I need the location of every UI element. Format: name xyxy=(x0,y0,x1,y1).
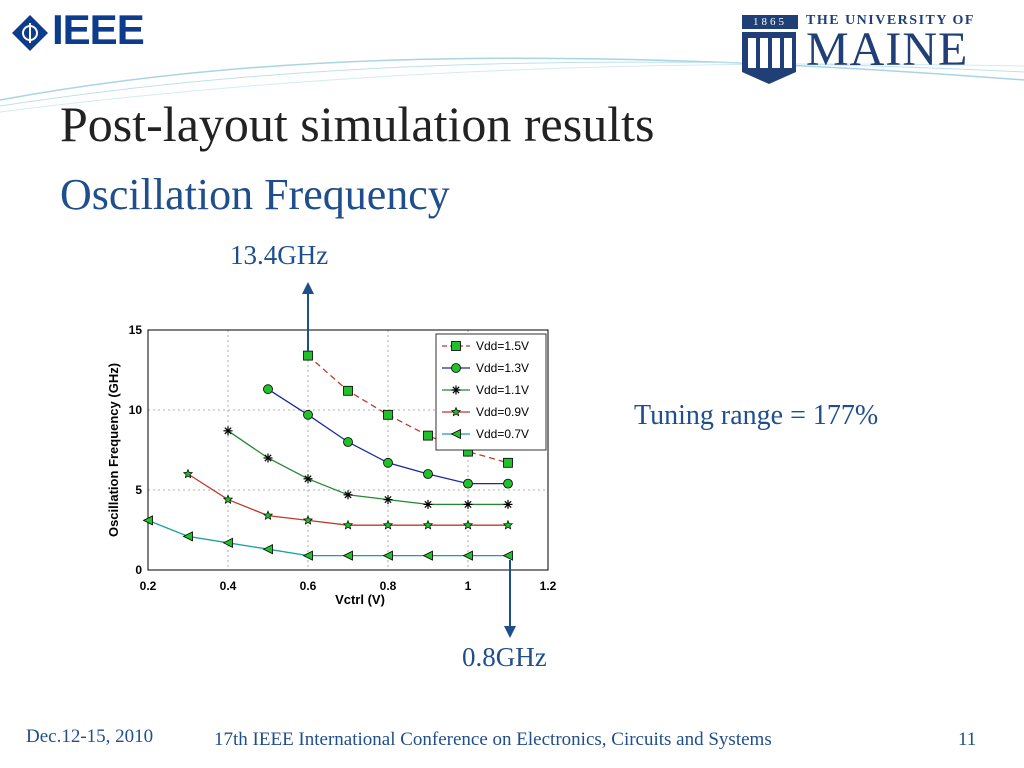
legend-marker xyxy=(450,406,462,417)
data-point xyxy=(502,550,513,561)
data-point xyxy=(263,384,273,395)
data-point xyxy=(382,519,394,530)
data-point xyxy=(222,494,234,504)
legend-entry: Vdd=1.3V xyxy=(476,361,529,375)
data-point xyxy=(423,499,433,509)
data-point xyxy=(382,550,393,561)
y-axis-label: Oscillation Frequency (GHz) xyxy=(106,363,121,537)
footer-date: Dec.12-15, 2010 xyxy=(26,726,154,747)
ieee-logo xyxy=(12,15,48,51)
y-tick-label: 15 xyxy=(129,323,143,337)
data-point xyxy=(182,468,194,479)
series-vdd-0-9v xyxy=(182,468,514,530)
maine-logo xyxy=(742,32,796,84)
data-point xyxy=(422,550,433,561)
annotation-min-frequency: 0.8GHz xyxy=(462,642,547,672)
series-line xyxy=(147,519,508,557)
data-point xyxy=(303,409,313,420)
data-point xyxy=(503,499,513,509)
data-point xyxy=(342,519,354,530)
data-point xyxy=(303,474,313,484)
y-tick-label: 10 xyxy=(129,403,143,417)
series-vdd-1-3v xyxy=(263,384,513,489)
x-tick-label: 0.6 xyxy=(300,579,317,593)
legend-entry: Vdd=1.5V xyxy=(476,339,529,353)
tuning-range-label: Tuning range = 177% xyxy=(634,400,879,431)
data-point xyxy=(423,430,433,441)
data-point xyxy=(503,478,513,489)
data-point xyxy=(462,519,474,530)
data-point xyxy=(182,531,193,542)
data-point xyxy=(383,409,393,420)
maine-year-badge: 1865 xyxy=(742,15,798,29)
ieee-logo-text: IEEE xyxy=(52,6,145,53)
series-vdd-1-1v xyxy=(223,426,513,509)
annotation-arrow-bottom xyxy=(504,560,516,638)
data-point xyxy=(423,469,433,479)
x-axis-label: Vctrl (V) xyxy=(335,592,385,607)
data-point xyxy=(302,514,314,525)
y-tick-label: 0 xyxy=(135,563,142,577)
data-point xyxy=(462,550,473,561)
series-line xyxy=(307,355,509,464)
x-tick-label: 0.8 xyxy=(380,579,397,593)
maine-name: MAINE xyxy=(806,23,969,76)
maine-university-line: THE UNIVERSITY OF xyxy=(806,13,975,28)
x-tick-label: 1 xyxy=(465,579,472,593)
data-point xyxy=(223,426,233,436)
data-point xyxy=(502,519,514,530)
x-tick-label: 0.4 xyxy=(220,579,237,593)
legend-marker xyxy=(451,385,461,395)
x-tick-label: 1.2 xyxy=(540,579,557,593)
x-tick-label: 0.2 xyxy=(140,579,157,593)
slide-title: Post-layout simulation results xyxy=(60,96,655,152)
legend-marker xyxy=(451,341,461,351)
data-point xyxy=(342,550,353,561)
plot-frame xyxy=(147,329,549,571)
footer-conference: 17th IEEE International Conference on El… xyxy=(214,729,772,750)
data-point xyxy=(263,453,273,463)
data-point xyxy=(422,519,434,530)
data-point xyxy=(383,495,393,505)
data-point xyxy=(343,437,353,447)
data-point xyxy=(142,515,153,526)
legend-marker xyxy=(450,428,461,440)
header-swoosh xyxy=(0,57,1024,113)
data-point xyxy=(463,478,473,489)
series-vdd-1-5v xyxy=(303,350,513,468)
data-point xyxy=(262,544,273,555)
legend-entry: Vdd=1.1V xyxy=(476,383,529,397)
legend-entry: Vdd=0.7V xyxy=(476,427,529,441)
annotation-arrow-top xyxy=(302,282,314,352)
data-point xyxy=(343,490,353,500)
series-vdd-0-7v xyxy=(142,515,513,561)
chart-legend: Vdd=1.5V Vdd=1.3V Vdd=1.1V Vdd=0.9V Vdd=0.7V xyxy=(435,333,547,451)
legend-entry: Vdd=0.9V xyxy=(476,405,529,419)
y-tick-label: 5 xyxy=(135,483,142,497)
data-point xyxy=(343,385,353,396)
legend-marker xyxy=(451,363,461,373)
annotation-max-frequency: 13.4GHz xyxy=(230,240,329,270)
data-point xyxy=(302,550,313,561)
data-point xyxy=(503,457,513,468)
data-point xyxy=(222,537,233,548)
footer-page-number: 11 xyxy=(958,729,977,750)
series-line xyxy=(227,430,508,506)
data-point xyxy=(303,350,313,361)
data-point xyxy=(262,510,274,520)
slide-subtitle: Oscillation Frequency xyxy=(60,170,450,219)
data-point xyxy=(383,457,393,468)
data-point xyxy=(463,499,473,509)
